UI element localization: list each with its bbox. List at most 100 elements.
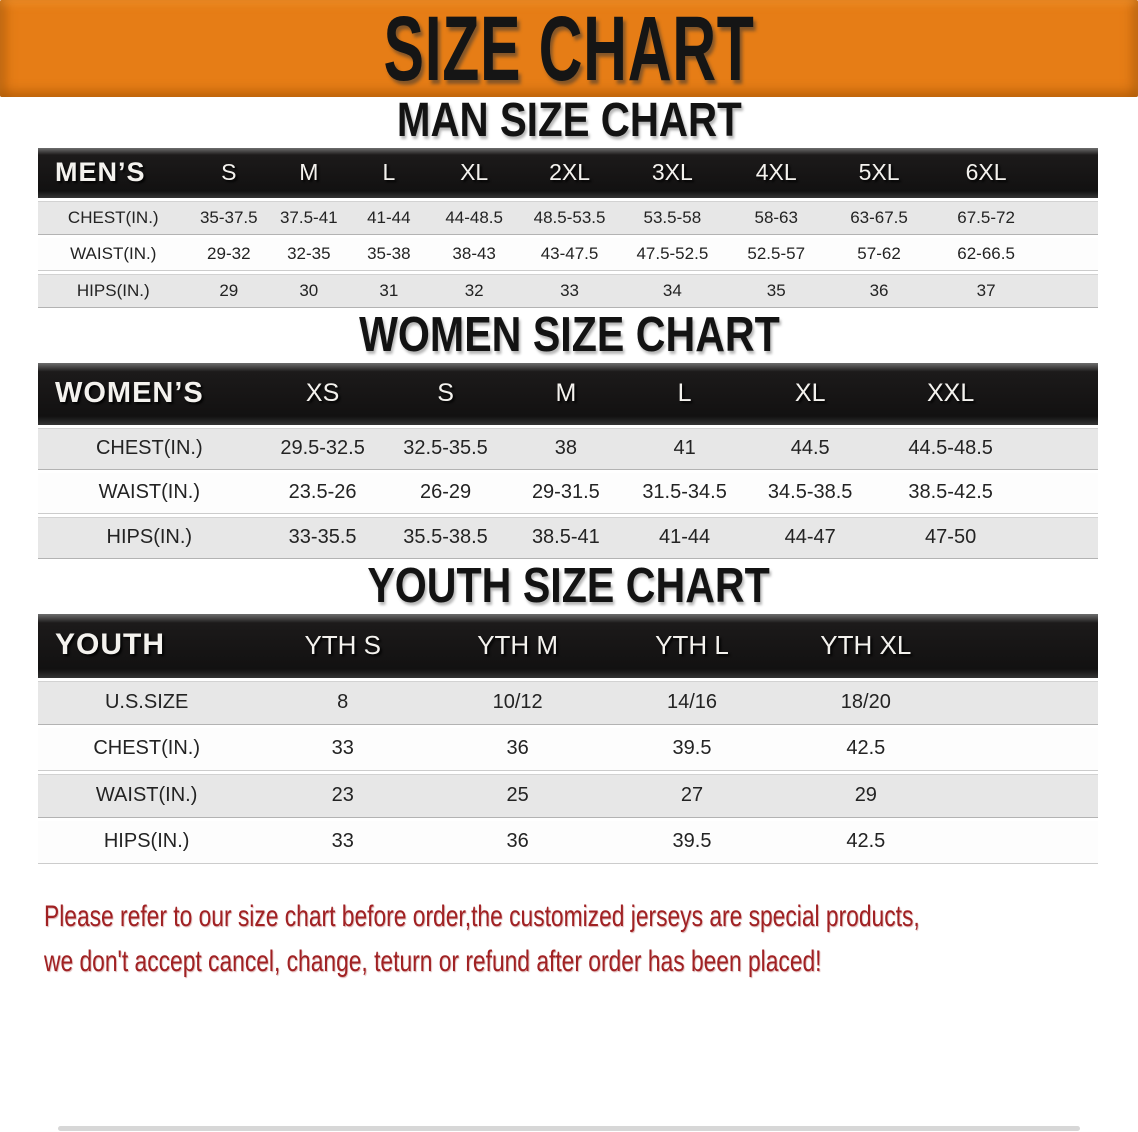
cell: 29.5-32.5: [260, 428, 385, 470]
men-header-row: MEN’S S M L XL 2XL 3XL 4XL 5XL 6XL: [38, 148, 1098, 198]
women-col-s: S: [384, 363, 507, 425]
women-waist-row: WAIST(IN.) 23.5-26 26-29 29-31.5 31.5-34…: [38, 473, 1098, 514]
cell: 29-31.5: [506, 473, 626, 514]
cell: 53.5-58: [619, 201, 725, 235]
men-section: MAN SIZE CHART MEN’S S M L XL 2XL 3XL 4X…: [0, 97, 1138, 311]
cell: 35-38: [348, 238, 430, 271]
cell: 37.5-41: [269, 201, 349, 235]
cell: 34: [619, 274, 725, 308]
cell: 62-66.5: [930, 238, 1042, 271]
cell: 44.5: [743, 428, 877, 470]
cell: 33-35.5: [260, 517, 385, 559]
cell: 44-47: [743, 517, 877, 559]
cell: 29-32: [188, 238, 270, 271]
cell: 14/16: [605, 681, 779, 725]
men-col-2xl: 2XL: [519, 148, 620, 198]
cell: 37: [930, 274, 1042, 308]
row-label: U.S.SIZE: [38, 681, 256, 725]
cell: 38: [506, 428, 626, 470]
cell: 33: [255, 728, 431, 771]
men-col-5xl: 5XL: [827, 148, 931, 198]
youth-section: YOUTH SIZE CHART YOUTH YTH S YTH M YTH L…: [0, 562, 1138, 867]
men-size-table: MEN’S S M L XL 2XL 3XL 4XL 5XL 6XL CHEST…: [38, 145, 1098, 311]
women-col-xxl: XXL: [876, 363, 1025, 425]
cell: 23: [255, 774, 431, 818]
women-table-title: WOMEN’S: [38, 363, 261, 425]
cell: 31.5-34.5: [625, 473, 744, 514]
cell: 27: [605, 774, 779, 818]
men-col-xl: XL: [429, 148, 520, 198]
cell: 41-44: [348, 201, 430, 235]
youth-section-heading: YOUTH SIZE CHART: [0, 562, 1138, 611]
cell: 29: [778, 774, 953, 818]
youth-header-row: YOUTH YTH S YTH M YTH L YTH XL: [38, 614, 1098, 678]
spacer-cell: [1024, 517, 1098, 559]
women-chest-row: CHEST(IN.) 29.5-32.5 32.5-35.5 38 41 44.…: [38, 428, 1098, 470]
cell: 47-50: [876, 517, 1025, 559]
disclaimer-line-2: we don't accept cancel, change, teturn o…: [44, 945, 822, 978]
cell: 8: [255, 681, 431, 725]
cell: 34.5-38.5: [743, 473, 877, 514]
youth-section-heading-text: YOUTH SIZE CHART: [367, 559, 771, 613]
cell: 44-48.5: [429, 201, 520, 235]
cell: 33: [519, 274, 620, 308]
men-col-m: M: [269, 148, 349, 198]
row-label: WAIST(IN.): [38, 238, 189, 271]
cell: 58-63: [724, 201, 828, 235]
row-label: WAIST(IN.): [38, 473, 261, 514]
men-table-title: MEN’S: [38, 148, 189, 198]
youth-hips-row: HIPS(IN.) 33 36 39.5 42.5: [38, 821, 1098, 864]
cell: 48.5-53.5: [519, 201, 620, 235]
cell: 33: [255, 821, 431, 864]
cell: 39.5: [605, 728, 779, 771]
youth-waist-row: WAIST(IN.) 23 25 27 29: [38, 774, 1098, 818]
row-label: CHEST(IN.): [38, 728, 256, 771]
men-section-heading-text: MAN SIZE CHART: [396, 94, 742, 147]
row-label: CHEST(IN.): [38, 201, 189, 235]
spacer-cell: [1041, 148, 1098, 198]
row-label: HIPS(IN.): [38, 821, 256, 864]
men-col-4xl: 4XL: [724, 148, 828, 198]
spacer-cell: [952, 614, 1098, 678]
cell: 41-44: [625, 517, 744, 559]
youth-ussize-row: U.S.SIZE 8 10/12 14/16 18/20: [38, 681, 1098, 725]
women-section-heading-text: WOMEN SIZE CHART: [358, 308, 780, 362]
cell: 44.5-48.5: [876, 428, 1025, 470]
cell: 31: [348, 274, 430, 308]
women-col-m: M: [506, 363, 626, 425]
cell: 29: [188, 274, 270, 308]
spacer-cell: [1041, 201, 1098, 235]
cell: 63-67.5: [827, 201, 931, 235]
women-header-row: WOMEN’S XS S M L XL XXL: [38, 363, 1098, 425]
cell: 39.5: [605, 821, 779, 864]
cell: 43-47.5: [519, 238, 620, 271]
cell: 23.5-26: [260, 473, 385, 514]
youth-col-m: YTH M: [430, 614, 606, 678]
women-section-heading: WOMEN SIZE CHART: [0, 311, 1138, 360]
cell: 36: [430, 821, 606, 864]
cell: 32-35: [269, 238, 349, 271]
women-section: WOMEN SIZE CHART WOMEN’S XS S M L XL XXL: [0, 311, 1138, 562]
men-col-l: L: [348, 148, 430, 198]
cell: 30: [269, 274, 349, 308]
cell: 47.5-52.5: [619, 238, 725, 271]
youth-col-s: YTH S: [255, 614, 431, 678]
disclaimer-line-1: Please refer to our size chart before or…: [44, 900, 920, 933]
cell: 41: [625, 428, 744, 470]
row-label: CHEST(IN.): [38, 428, 261, 470]
youth-chest-row: CHEST(IN.) 33 36 39.5 42.5: [38, 728, 1098, 771]
spacer-cell: [952, 774, 1098, 818]
men-waist-row: WAIST(IN.) 29-32 32-35 35-38 38-43 43-47…: [38, 238, 1098, 271]
row-label: HIPS(IN.): [38, 517, 261, 559]
women-col-xs: XS: [260, 363, 385, 425]
cell: 25: [430, 774, 606, 818]
cell: 35-37.5: [188, 201, 270, 235]
cell: 38.5-42.5: [876, 473, 1025, 514]
cell: 35: [724, 274, 828, 308]
women-col-l: L: [625, 363, 744, 425]
men-col-6xl: 6XL: [930, 148, 1042, 198]
cell: 42.5: [778, 821, 953, 864]
spacer-cell: [1041, 238, 1098, 271]
bottom-edge-shadow: [58, 1126, 1080, 1131]
